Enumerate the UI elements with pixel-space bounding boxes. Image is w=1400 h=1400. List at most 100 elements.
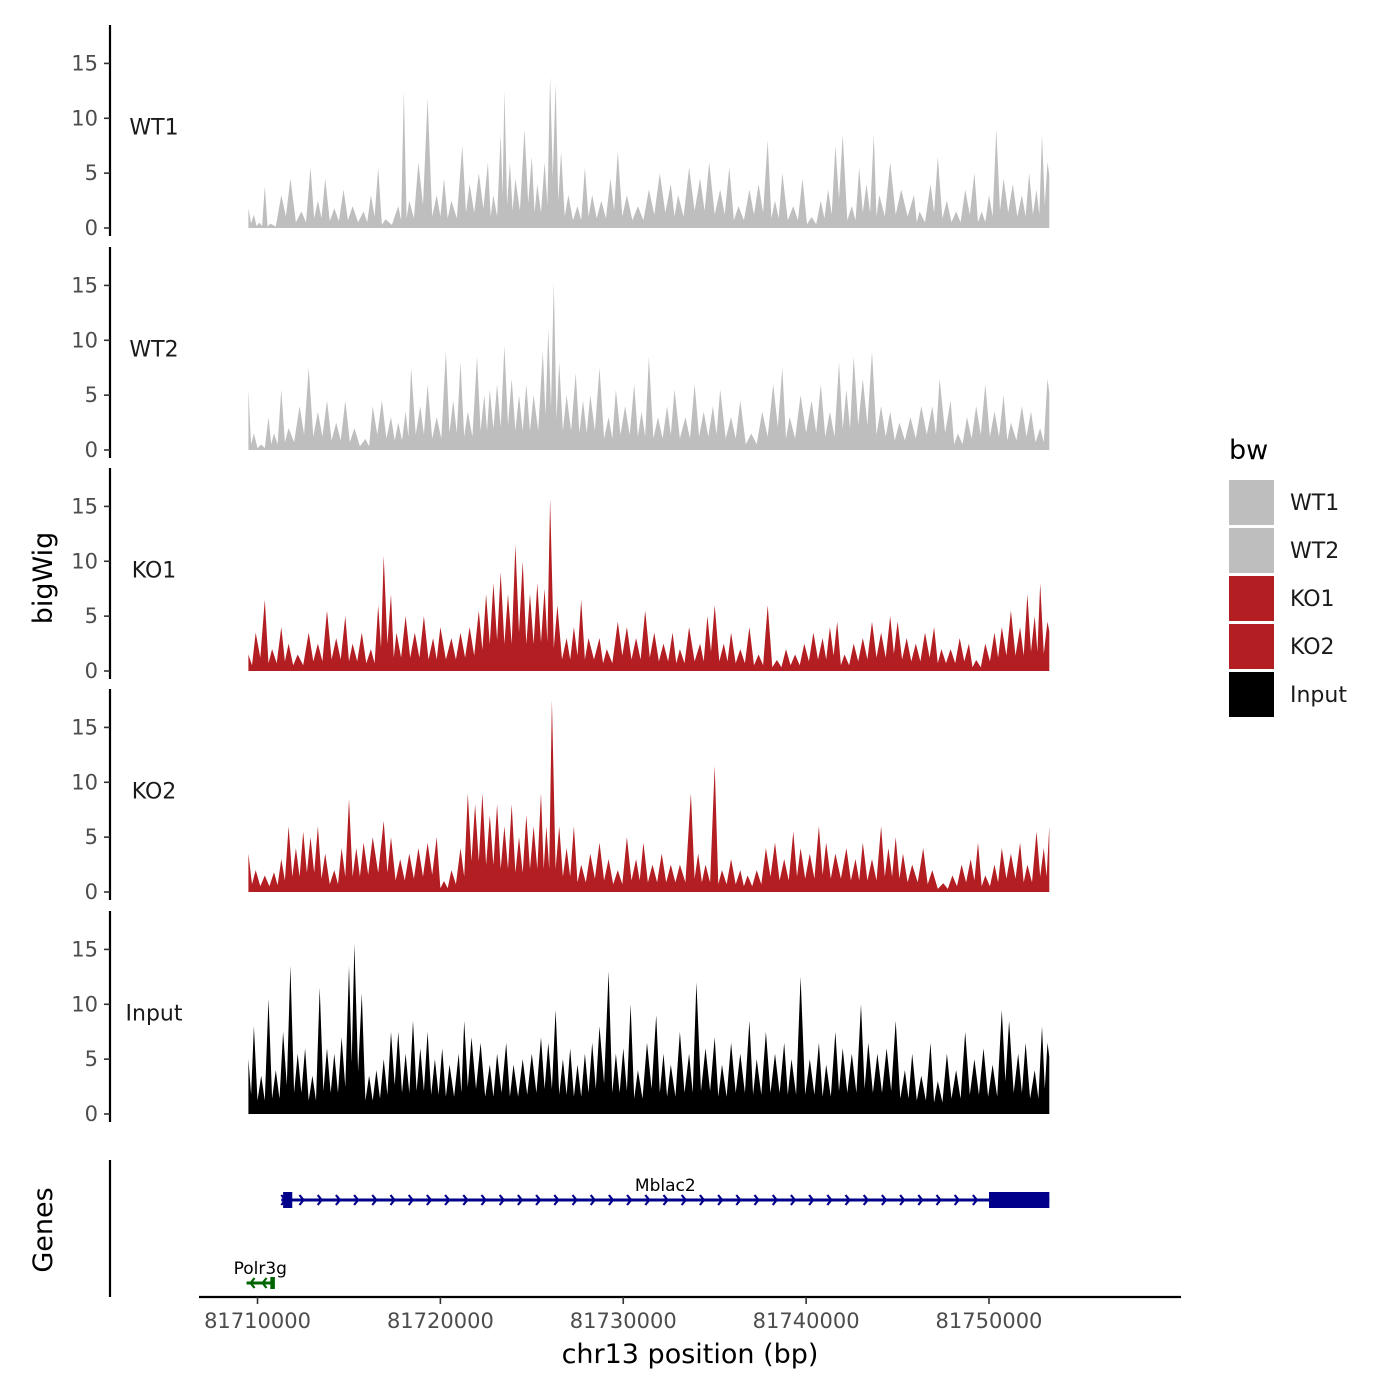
y-tick-label: 15 bbox=[71, 715, 98, 739]
y-tick-label: 15 bbox=[71, 937, 98, 961]
strand-arrow bbox=[407, 1194, 415, 1206]
track-wt1: 0 5 10 15 WT1 bbox=[71, 25, 1050, 240]
strand-arrow bbox=[261, 1277, 268, 1289]
y-tick-label: 5 bbox=[85, 383, 98, 407]
strand-arrow bbox=[426, 1194, 433, 1206]
strand-arrow bbox=[571, 1194, 578, 1206]
y-axis-title: bigWig bbox=[28, 532, 59, 625]
gene-mblac2: Mblac2 bbox=[280, 1176, 1050, 1208]
legend-entry-wt1: WT1 bbox=[1229, 480, 1339, 525]
genes-axis-title: Genes bbox=[28, 1187, 59, 1272]
y-tick-label: 10 bbox=[71, 770, 98, 794]
genes-panel: Mblac2 Polr3g bbox=[108, 1160, 1050, 1297]
track-ko2: 0 5 10 15 KO2 bbox=[71, 689, 1050, 904]
strand-arrow bbox=[589, 1194, 597, 1206]
strand-arrow bbox=[249, 1277, 256, 1289]
y-tick-label: 5 bbox=[85, 604, 98, 628]
legend: bw WT1 WT2 KO1 KO2 Input bbox=[1229, 435, 1347, 717]
gene-label: Mblac2 bbox=[635, 1176, 696, 1196]
legend-swatch bbox=[1229, 528, 1274, 573]
strand-arrow bbox=[735, 1194, 742, 1206]
signal-tracks: 0 5 10 15 WT1 0 5 10 15 WT2 0 5 10 15 KO1 0 5 10 15 KO2 0 5 10… bbox=[71, 25, 1050, 1126]
strand-arrow bbox=[626, 1194, 633, 1206]
strand-arrow bbox=[316, 1194, 324, 1206]
track-label: KO2 bbox=[132, 780, 177, 805]
legend-swatch bbox=[1229, 624, 1274, 669]
legend-label: WT1 bbox=[1290, 491, 1339, 516]
strand-arrow bbox=[608, 1194, 615, 1206]
track-input: 0 5 10 15 Input bbox=[71, 911, 1050, 1126]
track-label: Input bbox=[126, 1002, 183, 1027]
strand-arrow bbox=[753, 1194, 760, 1206]
y-tick-label: 0 bbox=[85, 1102, 98, 1126]
strand-arrow bbox=[644, 1194, 651, 1206]
strand-arrow bbox=[699, 1194, 706, 1206]
legend-title: bw bbox=[1229, 435, 1268, 466]
legend-entries: WT1 WT2 KO1 KO2 Input bbox=[1229, 480, 1347, 717]
strand-arrow bbox=[808, 1194, 815, 1206]
strand-arrow bbox=[389, 1194, 396, 1206]
signal-area-wt1 bbox=[248, 76, 1050, 228]
gene-exon bbox=[270, 1277, 275, 1289]
legend-label: Input bbox=[1290, 683, 1347, 708]
signal-area-ko2 bbox=[248, 700, 1050, 892]
y-tick-label: 10 bbox=[71, 106, 98, 130]
x-tick-label: 81740000 bbox=[753, 1309, 860, 1333]
signal-area-ko1 bbox=[248, 498, 1050, 671]
strand-arrow bbox=[335, 1194, 342, 1206]
y-tick-label: 5 bbox=[85, 161, 98, 185]
strand-arrow bbox=[899, 1194, 906, 1206]
strand-arrow bbox=[371, 1194, 378, 1206]
y-tick-label: 15 bbox=[71, 51, 98, 75]
strand-arrow bbox=[662, 1194, 669, 1206]
strand-arrow bbox=[790, 1194, 797, 1206]
y-tick-label: 15 bbox=[71, 273, 98, 297]
signal-area-input bbox=[248, 943, 1050, 1114]
y-tick-label: 0 bbox=[85, 438, 98, 462]
legend-swatch bbox=[1229, 672, 1274, 717]
signal-area-wt2 bbox=[248, 282, 1050, 450]
legend-entry-ko1: KO1 bbox=[1229, 576, 1335, 621]
y-tick-label: 0 bbox=[85, 216, 98, 240]
strand-arrow bbox=[917, 1194, 924, 1206]
strand-arrow bbox=[953, 1194, 961, 1206]
legend-label: KO2 bbox=[1290, 635, 1335, 660]
legend-swatch bbox=[1229, 480, 1274, 525]
strand-arrow bbox=[517, 1194, 524, 1206]
y-tick-label: 5 bbox=[85, 825, 98, 849]
legend-label: KO1 bbox=[1290, 587, 1335, 612]
track-wt2: 0 5 10 15 WT2 bbox=[71, 247, 1050, 462]
strand-arrow bbox=[353, 1194, 360, 1206]
strand-arrow bbox=[535, 1194, 542, 1206]
x-axis-title: chr13 position (bp) bbox=[562, 1339, 819, 1370]
x-tick-label: 81730000 bbox=[570, 1309, 677, 1333]
strand-arrow bbox=[462, 1194, 469, 1206]
y-tick-label: 0 bbox=[85, 659, 98, 683]
strand-arrow bbox=[553, 1194, 560, 1206]
gene-exon bbox=[283, 1192, 293, 1208]
gene-label: Polr3g bbox=[234, 1259, 287, 1279]
strand-arrow bbox=[862, 1194, 870, 1206]
legend-entry-wt2: WT2 bbox=[1229, 528, 1339, 573]
track-label: WT1 bbox=[129, 116, 178, 141]
gene-polr3g: Polr3g bbox=[234, 1259, 287, 1289]
y-tick-label: 10 bbox=[71, 549, 98, 573]
strand-arrow bbox=[935, 1194, 942, 1206]
strand-arrow bbox=[298, 1194, 305, 1206]
x-tick-label: 81710000 bbox=[204, 1309, 311, 1333]
x-tick-label: 81720000 bbox=[387, 1309, 494, 1333]
strand-arrow bbox=[972, 1194, 979, 1206]
track-ko1: 0 5 10 15 KO1 bbox=[71, 468, 1050, 683]
x-tick-label: 81750000 bbox=[936, 1309, 1043, 1333]
strand-arrow bbox=[498, 1194, 506, 1206]
legend-label: WT2 bbox=[1290, 539, 1339, 564]
strand-arrow bbox=[844, 1194, 851, 1206]
x-axis: 81710000 81720000 81730000 81740000 81750000 bbox=[199, 1295, 1181, 1333]
strand-arrow bbox=[444, 1194, 451, 1206]
y-tick-label: 10 bbox=[71, 328, 98, 352]
y-tick-label: 0 bbox=[85, 880, 98, 904]
strand-arrow bbox=[881, 1194, 888, 1206]
legend-swatch bbox=[1229, 576, 1274, 621]
